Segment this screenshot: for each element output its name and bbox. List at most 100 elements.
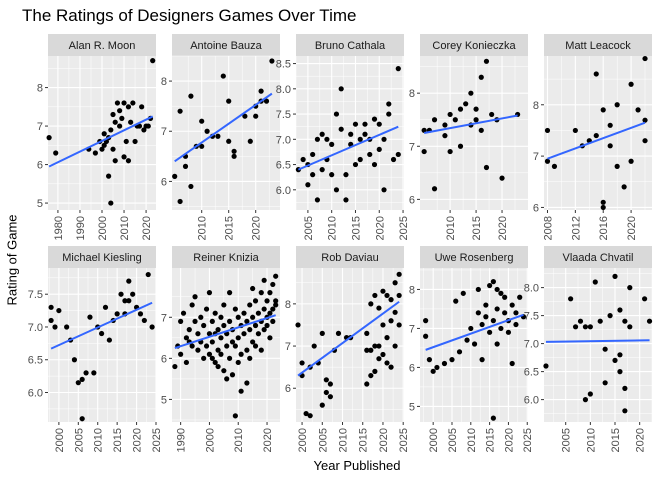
x-tick-label: 2012: [570, 216, 582, 240]
data-point: [396, 292, 402, 299]
data-point: [494, 341, 500, 347]
data-point: [498, 290, 504, 296]
data-point: [255, 331, 261, 337]
data-point: [247, 355, 253, 361]
data-point: [333, 187, 340, 193]
data-point: [231, 153, 237, 159]
data-point: [263, 98, 270, 104]
data-point: [106, 173, 112, 179]
facet-panel: Alan R. Moon 1980 1990 2000 2010 2020 5 6 7 8: [37, 34, 156, 240]
data-point: [220, 73, 226, 79]
data-point: [568, 296, 574, 302]
data-point: [457, 106, 464, 112]
facet-panel: Matt Leacock 2008 2012 2016 2020 6 7 8: [533, 34, 652, 240]
data-point: [149, 324, 155, 330]
data-point: [628, 81, 634, 87]
trend-line: [545, 339, 650, 343]
data-point: [607, 122, 613, 128]
data-point: [206, 331, 213, 337]
trend-line: [547, 121, 646, 160]
data-point: [130, 291, 136, 297]
data-point: [108, 127, 114, 133]
data-point: [505, 329, 512, 335]
x-tick-label: 2020: [626, 216, 638, 240]
data-point: [628, 158, 634, 164]
data-point: [376, 356, 382, 362]
data-point: [600, 107, 606, 113]
data-point: [199, 143, 205, 149]
data-point: [517, 294, 523, 300]
x-tick-label: 2020: [132, 428, 144, 452]
data-point: [221, 322, 227, 329]
data-point: [372, 343, 378, 349]
data-point: [572, 324, 579, 330]
data-point: [368, 347, 374, 353]
facet-strip-label: Reiner Knizia: [193, 252, 259, 264]
data-point: [172, 173, 178, 179]
data-point: [244, 318, 250, 324]
x-tick-label: 2005: [317, 428, 329, 452]
data-point: [441, 360, 448, 367]
y-tick-label: 7: [409, 323, 415, 335]
data-point: [395, 66, 401, 72]
facet-panel: Uwe Rosenberg 2000 2005 2010 2015 2020 2025 5 6 7…: [409, 246, 534, 452]
x-tick-label: 2015: [358, 428, 370, 452]
y-tick-label: 6.0: [28, 388, 43, 400]
data-point: [221, 302, 227, 308]
data-point: [295, 322, 301, 328]
data-point: [195, 347, 201, 353]
data-point: [209, 318, 215, 324]
data-point: [252, 298, 259, 304]
data-point: [457, 143, 464, 149]
data-point: [368, 372, 374, 379]
trend-line: [174, 92, 273, 163]
data-point: [218, 335, 224, 341]
data-point: [261, 327, 267, 333]
data-point: [311, 343, 317, 349]
data-point: [235, 359, 241, 366]
data-point: [141, 127, 147, 133]
facet-panel: Rob Daviau 2000 2005 2010 2015 2020 2025 6 7 8: [285, 246, 410, 452]
data-point: [434, 364, 440, 371]
data-point: [642, 117, 648, 123]
data-point: [468, 90, 474, 96]
data-point: [343, 197, 349, 203]
data-point: [357, 136, 363, 142]
data-point: [64, 324, 70, 330]
data-point: [241, 310, 247, 316]
data-point: [267, 310, 273, 316]
data-point: [178, 318, 184, 324]
x-tick-label: 2005: [447, 428, 459, 452]
y-tick-label: 7.5: [28, 289, 43, 301]
data-point: [188, 93, 194, 99]
data-point: [386, 101, 392, 107]
data-point: [75, 380, 81, 386]
facet-strip: [544, 34, 652, 56]
data-point: [348, 131, 354, 137]
data-point: [452, 117, 458, 123]
data-point: [299, 360, 305, 366]
data-point: [475, 286, 481, 293]
data-point: [114, 311, 120, 317]
data-point: [126, 278, 132, 284]
data-point: [250, 339, 256, 345]
data-point: [114, 100, 121, 106]
data-point: [371, 161, 378, 168]
data-point: [327, 394, 333, 400]
data-point: [229, 339, 236, 345]
data-point: [79, 416, 85, 422]
data-point: [335, 330, 342, 336]
data-point: [456, 349, 463, 355]
data-point: [426, 357, 433, 363]
data-point: [130, 100, 136, 106]
data-point: [183, 359, 189, 366]
y-tick-label: 6: [37, 160, 43, 172]
facet-panel: Michael Kiesling 2000 2005 2010 2015 2020 2025…: [28, 246, 163, 452]
data-point: [79, 376, 85, 383]
data-point: [137, 311, 144, 317]
data-point: [386, 111, 392, 117]
x-tick-label: 2025: [151, 428, 163, 452]
data-point: [494, 286, 500, 293]
data-point: [108, 200, 114, 206]
data-point: [622, 318, 628, 324]
